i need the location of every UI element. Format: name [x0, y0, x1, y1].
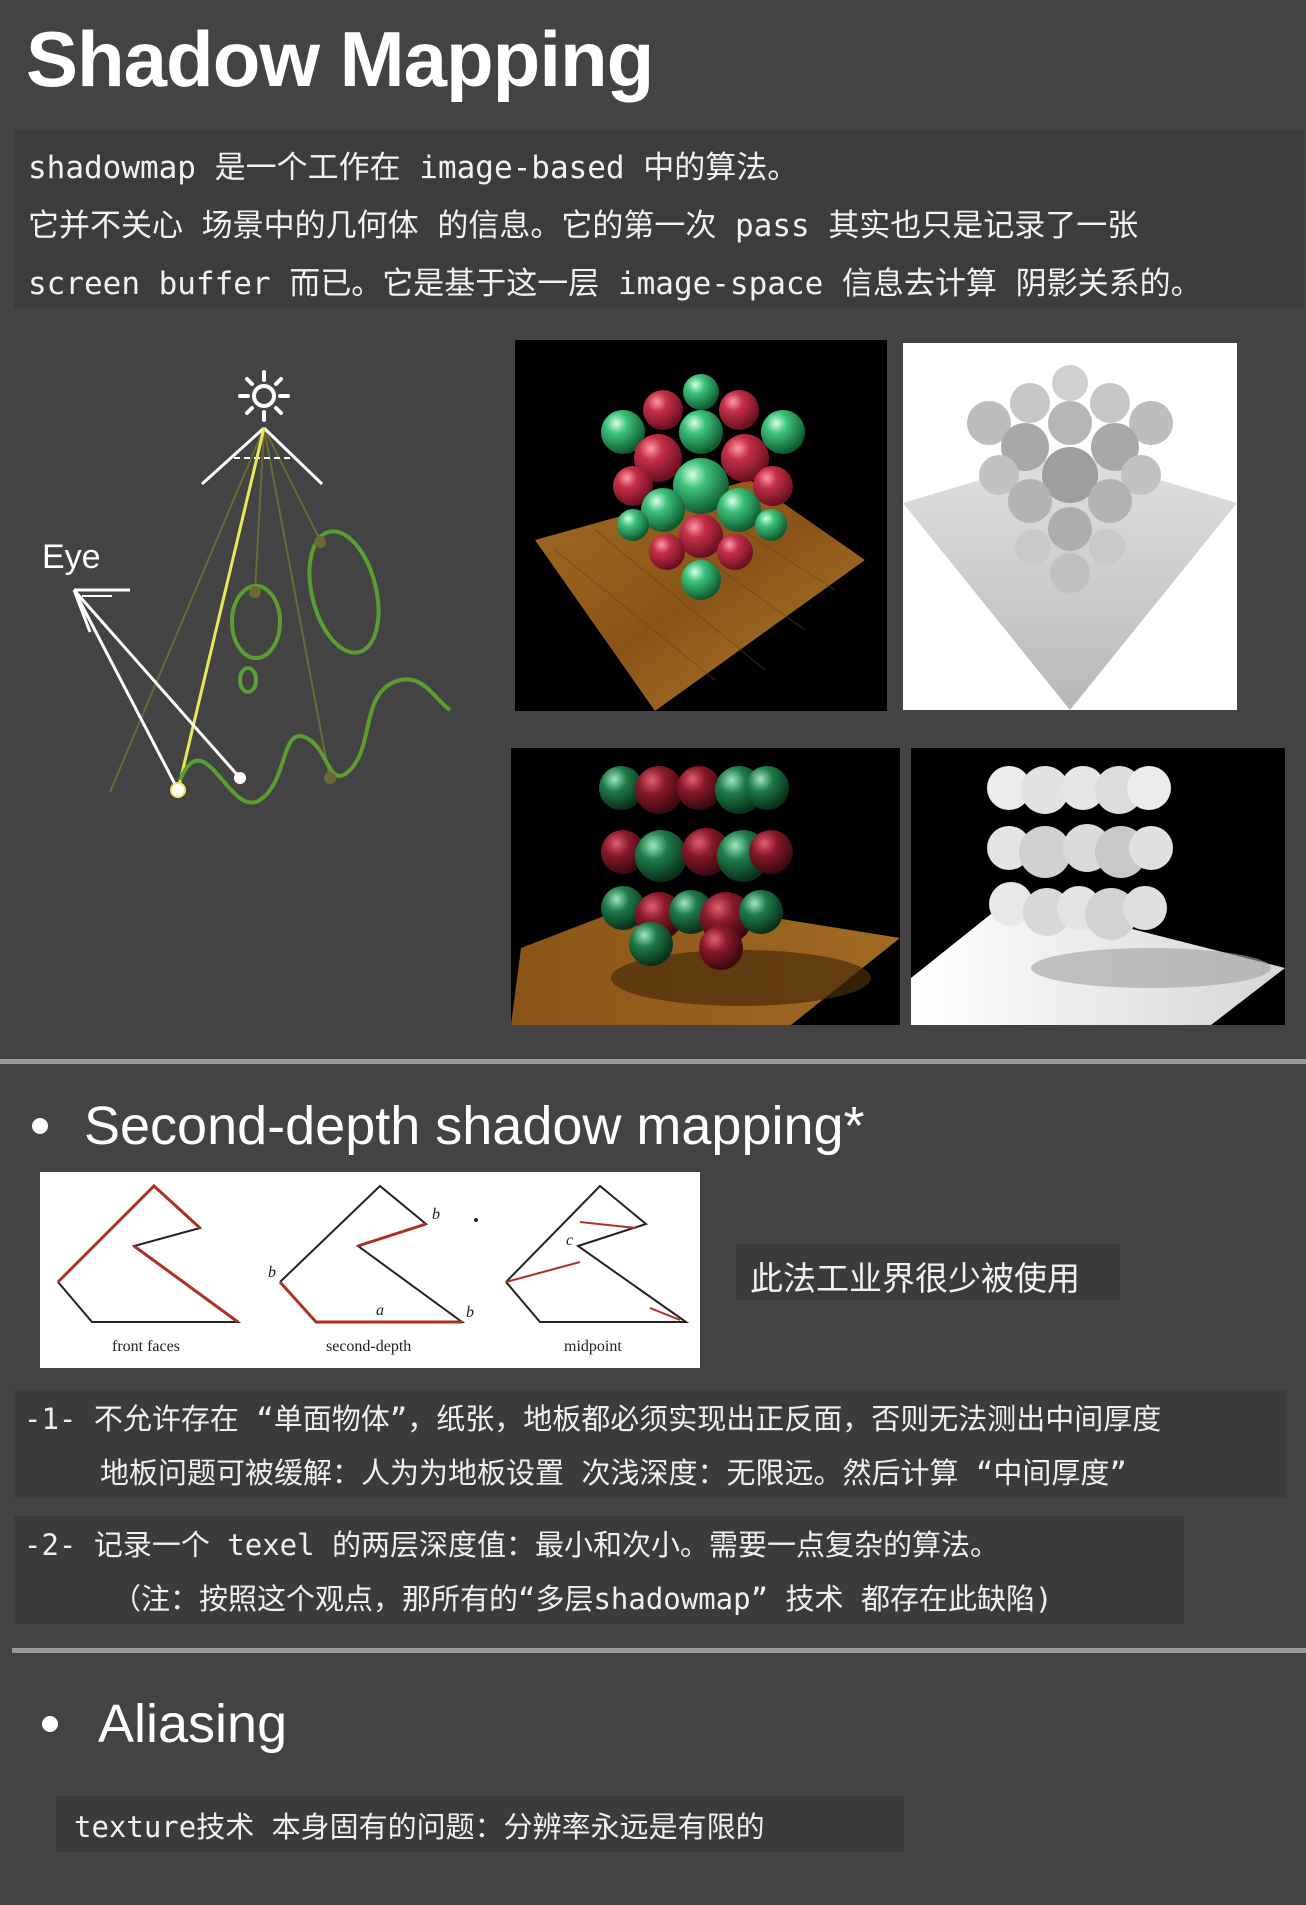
diagram-label-front-faces: front faces	[112, 1338, 180, 1355]
eye-label: Eye	[42, 538, 101, 576]
occluder-dot-3	[324, 772, 336, 784]
second-depth-heading: Second-depth shadow mapping*	[84, 1096, 865, 1156]
diagram-label-c: c	[566, 1232, 574, 1249]
list-item-1-line-1: -1- 不允许存在 “单面物体”，纸张，地板都必须实现出正反面，否则无法测出中间…	[24, 1402, 1162, 1436]
frustum-line-center	[254, 427, 265, 593]
diagram-label-second-depth: second-depth	[326, 1338, 412, 1355]
light-frustum-left	[200, 426, 266, 486]
aliasing-note: texture技术 本身固有的问题：分辨率永远是有限的	[74, 1810, 765, 1844]
diagram-label-b-bottom: b	[466, 1304, 474, 1321]
second-depth-diagram: front faces second-depth midpoint b b b …	[40, 1172, 700, 1368]
diagram-label-midpoint: midpoint	[564, 1338, 622, 1355]
list-item-2-line-2: （注：按照这个观点，那所有的“多层shadowmap” 技术 都存在此缺陷)	[112, 1582, 1053, 1616]
bullet-dot	[32, 1118, 48, 1134]
aliasing-note-box	[56, 1796, 904, 1852]
section-divider-2	[12, 1648, 1306, 1653]
shadow-mapping-illustration: Eye	[42, 370, 452, 805]
list-item-1-line-2: 地板问题可被缓解：人为为地板设置 次浅深度：无限远。然后计算 “中间厚度”	[100, 1456, 1127, 1490]
list-item-1-box	[14, 1390, 1286, 1498]
intro-line-2: 它并不关心 场景中的几何体 的信息。它的第一次 pass 其实也只是记录了一张	[28, 208, 1139, 244]
list-item-2-box	[14, 1516, 1184, 1624]
eye-ray-1	[72, 589, 180, 791]
light-ray	[176, 427, 266, 791]
eye-ray-2	[72, 589, 242, 779]
layered-spheres-depth-render	[911, 748, 1285, 1025]
occluder-dot-1	[314, 536, 326, 548]
sun-icon	[238, 370, 290, 422]
light-frustum-right	[262, 426, 324, 486]
frustum-line-right	[263, 427, 321, 541]
object-ellipse-tiny	[238, 666, 258, 694]
diagram-label-a: a	[376, 1302, 384, 1319]
intro-line-1: shadowmap 是一个工作在 image-based 中的算法。	[28, 150, 799, 186]
object-ellipse-small	[230, 584, 282, 660]
occluder-dot-2	[249, 586, 261, 598]
frustum-line-left	[109, 427, 265, 793]
list-item-2-line-1: -2- 记录一个 texel 的两层深度值：最小和次小。需要一点复杂的算法。	[24, 1528, 1000, 1562]
second-depth-note-box	[736, 1244, 1120, 1300]
intro-line-3: screen buffer 而已。它是基于这一层 image-space 信息去…	[28, 266, 1202, 302]
second-depth-note: 此法工业界很少被使用	[750, 1260, 1080, 1297]
aliasing-heading: Aliasing	[98, 1694, 288, 1754]
intro-panel	[14, 130, 1304, 308]
page-title: Shadow Mapping	[26, 15, 654, 103]
lit-point	[234, 772, 246, 784]
bullet-dot	[42, 1716, 58, 1732]
object-ellipse-large	[307, 529, 381, 655]
spheres-depth-render	[903, 343, 1237, 710]
eye-frustum-edge	[72, 589, 92, 633]
layered-spheres-color-render	[511, 748, 900, 1025]
spheres-color-render	[515, 340, 887, 711]
diagram-label-b-top: b	[432, 1206, 440, 1223]
ground-curve	[178, 677, 452, 805]
diagram-label-b-left: b	[268, 1264, 276, 1281]
frustum-line-mid	[263, 427, 331, 781]
section-divider	[0, 1059, 1306, 1064]
shadow-point	[170, 782, 186, 798]
